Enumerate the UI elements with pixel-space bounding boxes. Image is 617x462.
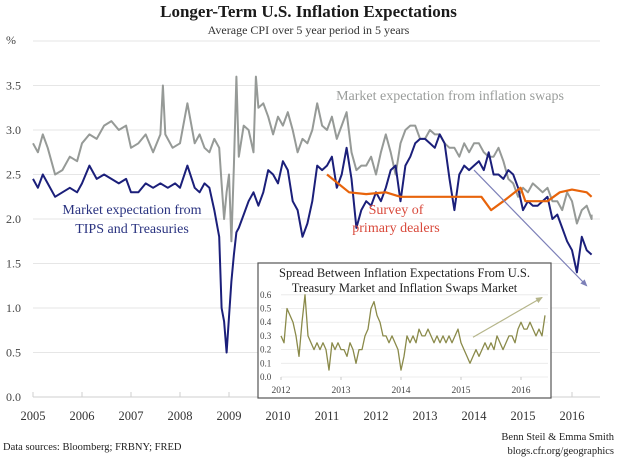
survey-series-label: primary dealers — [352, 221, 439, 236]
x-tick-label: 2005 — [21, 409, 46, 423]
x-tick-label: 2015 — [511, 409, 536, 423]
inset-y-tick-label: 0.2 — [260, 345, 271, 355]
y-tick-label: 1.0 — [6, 301, 21, 315]
y-tick-label: 2.5 — [6, 168, 21, 182]
chart-title: Longer-Term U.S. Inflation Expectations — [160, 2, 457, 21]
inset-y-tick-label: 0.3 — [260, 331, 272, 341]
y-tick-label: 2.0 — [6, 212, 21, 226]
inset-title: Spread Between Inflation Expectations Fr… — [279, 266, 530, 280]
data-sources: Data sources: Bloomberg; FRBNY; FRED — [3, 442, 182, 453]
inset-title: Treasury Market and Inflation Swaps Mark… — [292, 281, 518, 295]
trend-arrow — [473, 169, 588, 287]
x-tick-label: 2008 — [168, 409, 193, 423]
x-tick-label: 2014 — [462, 409, 488, 423]
chart-subtitle: Average CPI over 5 year period in 5 year… — [207, 23, 410, 37]
x-tick-label: 2013 — [413, 409, 438, 423]
swaps-series-line — [32, 75, 593, 243]
inset-y-tick-label: 0.5 — [260, 304, 272, 314]
survey-series-label: Survey of — [369, 203, 424, 218]
inset-x-tick-label: 2013 — [332, 386, 351, 396]
credits: Benn Steil & Emma Smith blogs.cfr.org/ge… — [501, 431, 614, 459]
x-tick-label: 2010 — [266, 409, 291, 423]
x-tick-label: 2016 — [560, 409, 585, 423]
inset-spread-line — [280, 294, 546, 371]
inset-x-tick-label: 2012 — [272, 386, 291, 396]
survey-series-line — [326, 173, 593, 212]
x-tick-label: 2006 — [70, 409, 95, 423]
x-tick-label: 2009 — [217, 409, 242, 423]
x-tick-label: 2011 — [315, 409, 340, 423]
y-axis-unit-label: % — [6, 33, 16, 47]
inset-box — [257, 262, 552, 399]
x-tick-label: 2007 — [119, 409, 144, 423]
inset-x-tick-label: 2015 — [452, 386, 471, 396]
inset-trend-arrow — [472, 297, 543, 338]
inset-y-tick-label: 0.4 — [260, 317, 272, 327]
y-tick-label: 3.0 — [6, 123, 21, 137]
y-tick-label: 0.5 — [6, 346, 21, 360]
inset-y-tick-label: 0.6 — [260, 290, 272, 300]
authors: Benn Steil & Emma Smith — [501, 432, 614, 443]
tips-series-line — [32, 133, 593, 354]
inset-y-tick-label: 0.1 — [260, 358, 271, 368]
site-link[interactable]: blogs.cfr.org/geographics — [507, 446, 614, 457]
inset-x-tick-label: 2014 — [392, 386, 411, 396]
x-tick-label: 2012 — [364, 409, 389, 423]
tips-series-label: TIPS and Treasuries — [75, 222, 189, 237]
inset-y-tick-label: 0.0 — [260, 372, 272, 382]
swaps-series-label: Market expectation from inflation swaps — [336, 89, 564, 104]
y-tick-label: 3.5 — [6, 79, 21, 93]
tips-series-label: Market expectation from — [62, 203, 201, 218]
y-tick-label: 1.5 — [6, 257, 21, 271]
y-tick-label: 0.0 — [6, 390, 21, 404]
inset-x-tick-label: 2016 — [512, 386, 531, 396]
